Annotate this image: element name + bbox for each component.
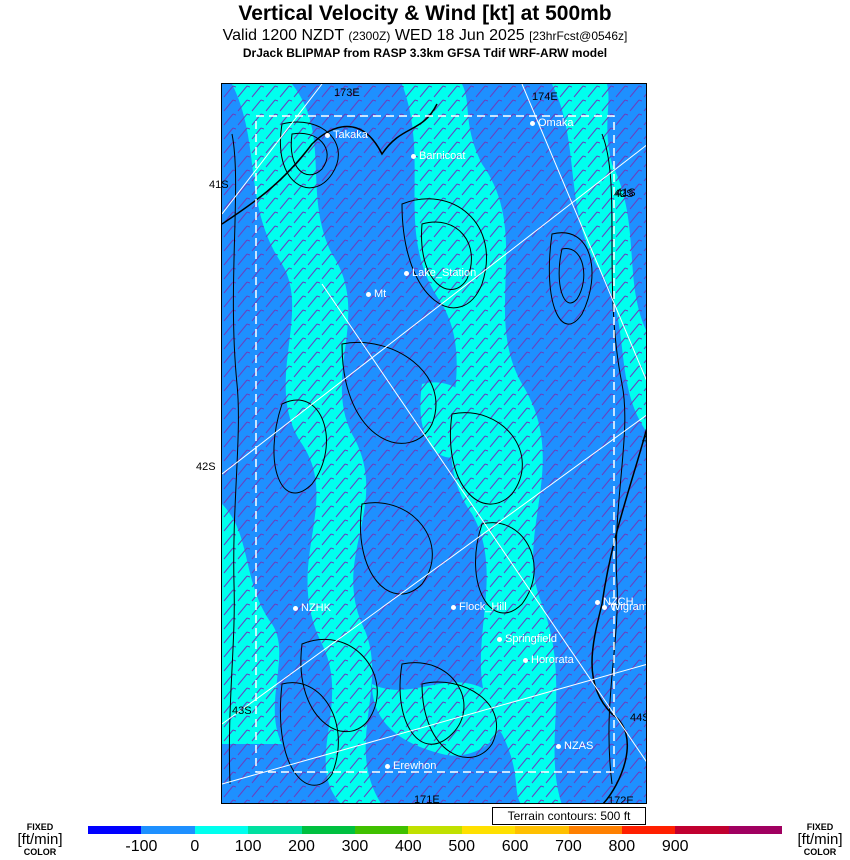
color-scale-tick-label: 100 bbox=[234, 838, 262, 855]
model-description: DrJack BLIPMAP from RASP 3.3km GFSA Tdif… bbox=[242, 46, 608, 60]
place-nzas[interactable]: NZAS bbox=[556, 740, 593, 752]
grid-lines bbox=[222, 84, 646, 785]
valid-label: Valid 1200 NZDT bbox=[222, 27, 344, 44]
forecast-info: [23hrFcst@0546z] bbox=[529, 29, 628, 43]
legend-left: FIXED [ft/min] COLOR bbox=[17, 822, 63, 857]
color-scale-tick-label: -100 bbox=[125, 838, 158, 855]
color-scale-tick-label: 0 bbox=[190, 838, 200, 855]
color-scale-tick-label: 800 bbox=[608, 838, 636, 855]
place-omaka[interactable]: Omaka bbox=[530, 117, 573, 129]
map-panel[interactable]: 173E 174E 171E 172E 41S 43S 43S 44S Taka… bbox=[221, 83, 647, 804]
vertical-velocity-map bbox=[222, 84, 646, 803]
color-scale-tick-label: 600 bbox=[501, 838, 529, 855]
lat-label: 41S bbox=[616, 187, 636, 199]
lon-label: 172E bbox=[608, 795, 634, 804]
lon-label: 174E bbox=[532, 91, 558, 103]
lon-label: 171E bbox=[414, 794, 440, 804]
color-swatch bbox=[301, 826, 355, 834]
color-scale-tick-label: 300 bbox=[341, 838, 369, 855]
color-swatch bbox=[141, 826, 195, 834]
color-scale-tick-label: 500 bbox=[448, 838, 476, 855]
page-title: Vertical Velocity & Wind [kt] at 500mb bbox=[238, 2, 612, 25]
color-swatch bbox=[568, 826, 622, 834]
color-swatch bbox=[728, 826, 783, 834]
coastline bbox=[222, 103, 646, 803]
color-swatch bbox=[88, 826, 142, 834]
color-swatch bbox=[621, 826, 676, 834]
place-flock-hill[interactable]: Flock_Hill bbox=[451, 601, 507, 613]
lat-label: 42S bbox=[196, 461, 216, 473]
lon-label: 173E bbox=[334, 87, 360, 99]
color-scale-tick-label: 900 bbox=[661, 838, 689, 855]
place-nzch[interactable]: NZCH bbox=[595, 596, 634, 608]
lat-label: 43S bbox=[642, 434, 646, 446]
terrain-contours bbox=[228, 121, 626, 786]
color-scale-tick-label: 400 bbox=[394, 838, 422, 855]
place-nzhk[interactable]: NZHK bbox=[293, 602, 331, 614]
color-scale-tick-label: 200 bbox=[288, 838, 315, 855]
color-swatch bbox=[354, 826, 409, 834]
utc-time: (2300Z) bbox=[348, 29, 391, 43]
color-swatch bbox=[675, 826, 729, 834]
place-springfield[interactable]: Springfield bbox=[497, 633, 557, 645]
color-scale-tick-label: 700 bbox=[555, 838, 582, 855]
legend-right: FIXED [ft/min] COLOR bbox=[797, 822, 843, 857]
place-erewhon[interactable]: Erewhon bbox=[385, 760, 436, 772]
color-swatch bbox=[461, 826, 516, 834]
color-scale bbox=[88, 826, 783, 834]
place-lake-station[interactable]: Lake_Station bbox=[404, 267, 476, 279]
lat-label: 42S bbox=[614, 188, 634, 200]
color-swatch bbox=[248, 826, 302, 834]
place-wigram[interactable]: Wigram bbox=[602, 601, 646, 613]
place-takaka[interactable]: Takaka bbox=[325, 129, 368, 141]
lat-label: 44S bbox=[630, 712, 646, 724]
lat-label: 41S bbox=[209, 179, 229, 191]
valid-time: Valid 1200 NZDT (2300Z) WED 18 Jun 2025 … bbox=[0, 27, 850, 45]
valid-date: WED 18 Jun 2025 bbox=[394, 27, 525, 44]
lat-label: 43S bbox=[232, 705, 252, 717]
place-barnicoat[interactable]: Barnicoat bbox=[411, 150, 465, 162]
color-swatch bbox=[515, 826, 569, 834]
place-hororata[interactable]: Hororata bbox=[523, 654, 574, 666]
terrain-note: Terrain contours: 500 ft bbox=[492, 807, 646, 825]
color-swatch bbox=[194, 826, 249, 834]
wind-barbs bbox=[222, 84, 646, 803]
place-mt[interactable]: Mt bbox=[366, 288, 386, 300]
color-swatch bbox=[408, 826, 462, 834]
